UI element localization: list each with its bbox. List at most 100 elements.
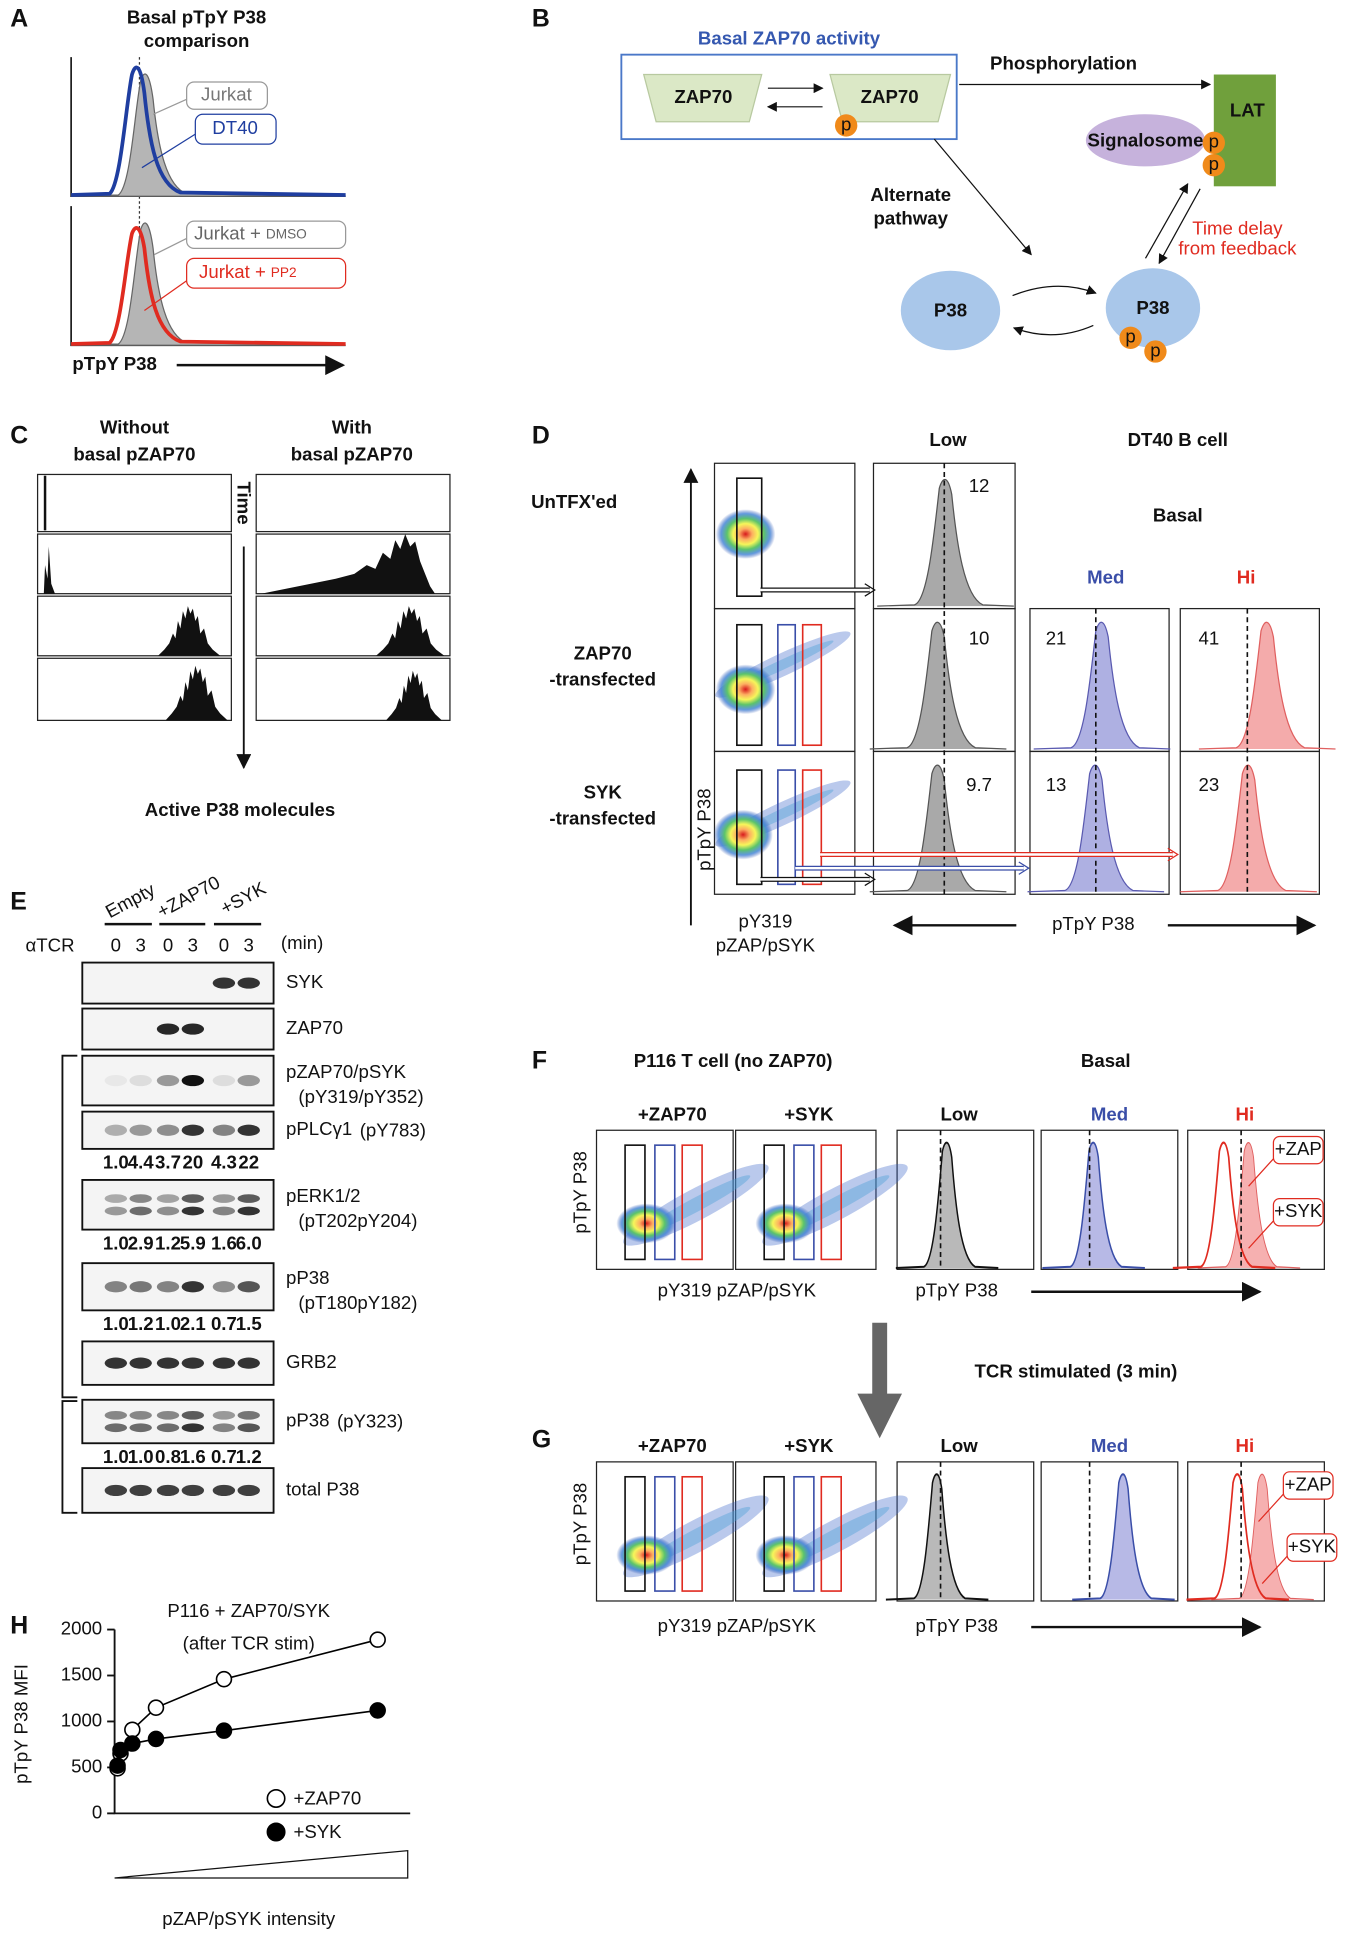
legend-entry: +ZAP70 — [293, 1788, 361, 1809]
band — [181, 1281, 205, 1293]
band — [156, 1484, 180, 1497]
legend-text: PP2 — [271, 265, 297, 280]
legend-box — [194, 113, 277, 145]
panel-c: C Without basal pZAP70 With basal pZAP70… — [10, 416, 451, 820]
quantification: 3.7 — [155, 1152, 181, 1173]
axis-label: pTpY P38 — [570, 1151, 591, 1234]
density-plot — [713, 809, 773, 860]
gate-value: 21 — [1046, 628, 1067, 649]
gate — [763, 1475, 785, 1592]
panel-b: B Basal ZAP70 activity ZAP70 ZAP70 p Pho… — [532, 5, 1297, 363]
arrow — [1012, 324, 1094, 336]
legend-entry: Jurkat — [201, 84, 253, 105]
data-point — [147, 1699, 165, 1716]
gate — [793, 1144, 815, 1261]
band — [156, 1206, 180, 1216]
band — [212, 1281, 236, 1293]
gate — [793, 1475, 815, 1592]
overlay-label: +ZAP — [1285, 1473, 1332, 1494]
axis-label: pTpY P38 — [570, 1483, 591, 1566]
legend-box — [186, 81, 268, 110]
quantification: 1.0 — [103, 1313, 129, 1334]
band — [181, 1206, 205, 1216]
row-label: ZAP70 — [574, 642, 632, 663]
band — [156, 1410, 180, 1420]
quantification: 1.2 — [128, 1313, 154, 1334]
histogram — [165, 665, 228, 721]
quantification: 5.9 — [180, 1232, 206, 1253]
histogram — [1071, 1473, 1176, 1601]
time-label: 3 — [244, 934, 254, 955]
transition: TCR stimulated (3 min) — [857, 1322, 1177, 1439]
blot-frame — [81, 1179, 275, 1231]
overlay-label: +SYK — [1288, 1536, 1337, 1557]
gate — [820, 1475, 842, 1592]
column-header: +ZAP70 — [638, 1103, 707, 1124]
plot-frame — [1187, 1129, 1325, 1270]
plot-frame — [896, 1461, 1035, 1602]
density-plot — [715, 664, 776, 715]
signalosome-shape — [1085, 114, 1206, 167]
histogram — [71, 73, 346, 197]
histogram — [71, 226, 346, 346]
legend-marker — [266, 1788, 286, 1808]
band — [156, 1194, 180, 1203]
plot-frame — [1187, 1461, 1325, 1602]
band — [181, 1124, 205, 1136]
axis-label: pTpY P38 — [694, 788, 715, 871]
band — [237, 1484, 260, 1497]
histogram — [385, 670, 442, 721]
panel-label: H — [10, 1613, 28, 1640]
y-tick-label: 1500 — [61, 1663, 102, 1684]
band — [156, 1074, 180, 1087]
band — [181, 1074, 205, 1087]
blot-site: (pT202pY204) — [298, 1210, 417, 1231]
band — [104, 1423, 128, 1433]
reference-lines — [943, 463, 1249, 895]
phospho-label: p — [1209, 131, 1219, 152]
axes — [113, 1629, 411, 1815]
column-header: +ZAP70 — [638, 1435, 707, 1456]
connector — [1258, 1493, 1284, 1522]
band — [212, 1074, 236, 1087]
legend-entry: DT40 — [212, 117, 258, 138]
blot-site: (pY323) — [337, 1411, 403, 1432]
node-label: LAT — [1230, 100, 1265, 121]
band — [104, 1357, 128, 1369]
band — [104, 1410, 128, 1420]
arrow — [933, 138, 1032, 256]
band — [104, 1074, 128, 1087]
quantification: 4.3 — [211, 1152, 237, 1173]
phospho-site — [1144, 340, 1167, 363]
quantification: 1.0 — [103, 1446, 129, 1467]
data-point — [369, 1631, 386, 1648]
panel-label: F — [532, 1048, 547, 1075]
legend-box — [186, 257, 347, 289]
time-label: 3 — [136, 934, 146, 955]
axis-label: pTpY P38 — [915, 1615, 998, 1636]
phospho-label: p — [1150, 339, 1160, 360]
histograms — [1179, 621, 1337, 893]
panel-label: G — [532, 1426, 551, 1453]
blot-site: (pY783) — [360, 1119, 426, 1140]
blot-label: GRB2 — [286, 1351, 337, 1372]
overlay-label: +ZAP — [1275, 1138, 1322, 1159]
band — [212, 1124, 236, 1136]
gate — [681, 1475, 703, 1592]
quantification: 0.7 — [211, 1313, 237, 1334]
blot-label: pP38 — [286, 1409, 330, 1430]
stimulus-label: αTCR — [25, 934, 74, 955]
legend-text: DMSO — [266, 226, 307, 241]
overlay-box — [1272, 1135, 1324, 1165]
band — [181, 1410, 205, 1420]
axis-label: pY319 pZAP/pSYK — [658, 1615, 817, 1636]
band — [129, 1484, 152, 1497]
chart-title: (after TCR stim) — [183, 1632, 315, 1653]
band — [212, 1410, 236, 1420]
connector — [152, 98, 187, 115]
panel-label: B — [532, 5, 550, 32]
band — [181, 1357, 205, 1369]
data-point — [215, 1670, 233, 1688]
gate-value: 41 — [1198, 628, 1219, 649]
